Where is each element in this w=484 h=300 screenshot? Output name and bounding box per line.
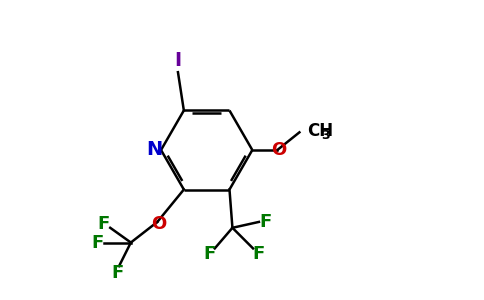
- Text: F: F: [203, 245, 215, 263]
- Text: N: N: [147, 140, 163, 160]
- Text: I: I: [174, 51, 182, 70]
- Text: F: F: [253, 245, 265, 263]
- Text: F: F: [111, 264, 124, 282]
- Text: F: F: [98, 215, 110, 233]
- Text: F: F: [259, 213, 272, 231]
- Text: O: O: [151, 215, 166, 233]
- Text: F: F: [92, 233, 104, 251]
- Text: CH: CH: [307, 122, 333, 140]
- Text: 3: 3: [321, 129, 330, 142]
- Text: O: O: [271, 141, 287, 159]
